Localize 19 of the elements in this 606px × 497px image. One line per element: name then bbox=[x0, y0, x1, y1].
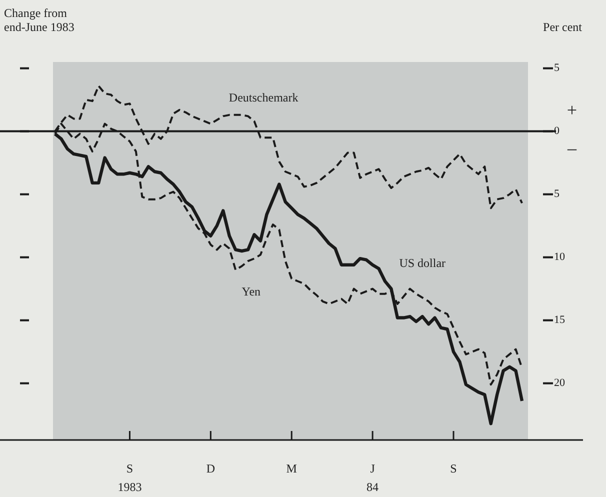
text: 84 bbox=[366, 480, 379, 494]
x-tick-label: J bbox=[370, 461, 376, 476]
y2-axis-title: Per cent bbox=[543, 20, 582, 35]
y-axis-title: Change from end-June 1983 bbox=[4, 6, 74, 34]
x-tick-label: S bbox=[450, 461, 457, 476]
text: – bbox=[566, 138, 578, 158]
x-tick-label: D bbox=[206, 461, 216, 476]
x-tick-label: M bbox=[286, 461, 298, 476]
series-label: Deutschemark bbox=[228, 90, 298, 105]
text: 1983 bbox=[118, 480, 142, 494]
y-tick-label: 20 bbox=[554, 377, 566, 390]
y-tick-label: 5 bbox=[554, 188, 560, 200]
x-tick-label: S bbox=[126, 461, 134, 476]
y-tick-label: 10 bbox=[554, 251, 566, 264]
series-label: Yen bbox=[242, 284, 261, 299]
text: + bbox=[566, 100, 578, 120]
y-tick-label: 5 bbox=[554, 62, 560, 74]
y-tick-label: 15 bbox=[554, 314, 566, 326]
series-label: US dollar bbox=[399, 256, 446, 270]
